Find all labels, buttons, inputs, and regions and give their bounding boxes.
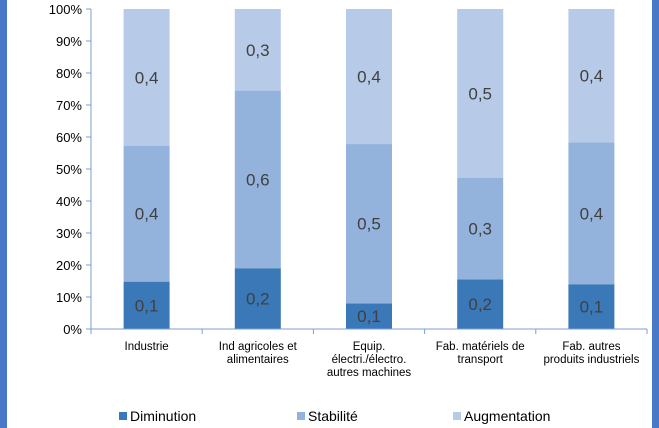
y-tick-label: 40%	[56, 194, 82, 209]
legend-label: Diminution	[130, 408, 197, 424]
data-label: 0,3	[468, 220, 492, 239]
y-tick-label: 100%	[49, 2, 83, 17]
category-label: transport	[458, 354, 504, 366]
data-label: 0,2	[246, 290, 270, 309]
y-tick-label: 80%	[56, 66, 82, 81]
legend-label: Augmentation	[464, 408, 551, 424]
bar-augmentation-3	[457, 9, 504, 178]
bar-stabilité-3	[457, 177, 504, 280]
chart-panel: 0,1 0,4 0,4 Industrie 0,2 0,6 0,3 Ind agricoles…	[7, 0, 652, 428]
category-label: autres machines	[327, 367, 412, 379]
stacked-bar-chart: 0,1 0,4 0,4 Industrie 0,2 0,6 0,3 Ind agricoles…	[49, 2, 648, 379]
bar-diminution-3	[457, 279, 504, 329]
bar-augmentation-0	[123, 9, 170, 146]
bar-augmentation-1	[234, 9, 281, 91]
category-label: Fab. autres	[562, 341, 620, 353]
y-tick-label: 70%	[56, 98, 82, 113]
legend-swatch	[119, 412, 127, 420]
data-label: 0,4	[580, 67, 604, 86]
data-label: 0,4	[135, 205, 159, 224]
data-label: 0,3	[246, 41, 270, 60]
y-tick-label: 50%	[56, 162, 82, 177]
category-label: produits industriels	[543, 354, 639, 366]
bar-augmentation-4	[568, 9, 615, 143]
y-tick-label: 20%	[56, 258, 82, 273]
legend-swatch	[453, 412, 461, 420]
data-label: 0,6	[246, 170, 270, 189]
bar-diminution-0	[123, 281, 170, 329]
data-label: 0,1	[580, 298, 604, 317]
bar-stabilité-0	[123, 145, 170, 282]
legend: Diminution Stabilité Augmentation	[7, 408, 652, 428]
bar-stabilité-2	[346, 144, 392, 304]
legend-swatch	[297, 412, 305, 420]
bar-stabilité-4	[568, 142, 615, 285]
bar-augmentation-2	[346, 9, 392, 145]
y-tick-label: 60%	[56, 130, 82, 145]
data-label: 0,2	[468, 295, 492, 314]
data-label: 0,4	[135, 68, 159, 87]
data-label: 0,5	[357, 215, 381, 234]
data-label: 0,1	[135, 296, 159, 315]
bar-diminution-2	[346, 303, 392, 329]
legend-item-diminution: Diminution	[119, 408, 196, 424]
data-label: 0,4	[357, 68, 381, 87]
y-tick-label: 30%	[56, 226, 82, 241]
y-tick-label: 10%	[56, 290, 82, 305]
data-label: 0,5	[468, 84, 492, 103]
y-tick-label: 90%	[56, 34, 82, 49]
data-label: 0,1	[357, 307, 381, 326]
category-label: Fab. matériels de	[436, 341, 525, 353]
category-label: Ind agricoles et	[219, 341, 298, 353]
legend-label: Stabilité	[308, 408, 358, 424]
legend-item-augmentation: Augmentation	[453, 408, 550, 424]
bar-diminution-1	[234, 268, 281, 329]
category-label: électri./électro.	[332, 354, 407, 366]
category-label: alimentaires	[227, 354, 289, 366]
category-label: Equip.	[353, 341, 386, 353]
legend-item-stabilité: Stabilité	[297, 408, 358, 424]
bar-diminution-4	[568, 284, 615, 329]
bar-stabilité-1	[234, 90, 281, 269]
y-tick-label: 0%	[63, 322, 82, 337]
category-label: Industrie	[125, 341, 169, 353]
data-label: 0,4	[580, 204, 604, 223]
